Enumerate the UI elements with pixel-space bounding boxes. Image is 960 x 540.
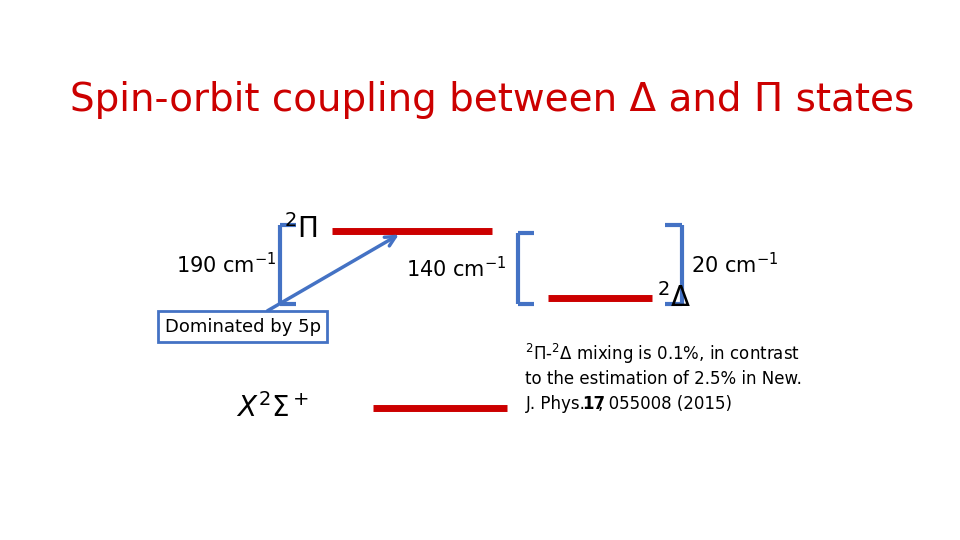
Text: Spin-orbit coupling between Δ and Π states: Spin-orbit coupling between Δ and Π stat… bbox=[70, 81, 914, 119]
Text: 140 cm$^{-1}$: 140 cm$^{-1}$ bbox=[406, 256, 507, 281]
Text: Dominated by 5p: Dominated by 5p bbox=[165, 318, 321, 336]
Text: $^2\Delta$: $^2\Delta$ bbox=[658, 283, 691, 313]
Text: J. Phys.: J. Phys. bbox=[525, 395, 590, 413]
Text: 20 cm$^{-1}$: 20 cm$^{-1}$ bbox=[691, 252, 779, 277]
Text: , 055008 (2015): , 055008 (2015) bbox=[598, 395, 732, 413]
Text: 190 cm$^{-1}$: 190 cm$^{-1}$ bbox=[176, 252, 276, 277]
Text: $X^2\Sigma^+$: $X^2\Sigma^+$ bbox=[236, 393, 310, 423]
Text: $^2\Pi$-$^2\Delta$ mixing is 0.1%, in contrast: $^2\Pi$-$^2\Delta$ mixing is 0.1%, in co… bbox=[525, 342, 801, 366]
Text: 17: 17 bbox=[582, 395, 605, 413]
Text: $^2\Pi$: $^2\Pi$ bbox=[283, 214, 317, 244]
Text: to the estimation of 2.5% in New.: to the estimation of 2.5% in New. bbox=[525, 370, 803, 388]
